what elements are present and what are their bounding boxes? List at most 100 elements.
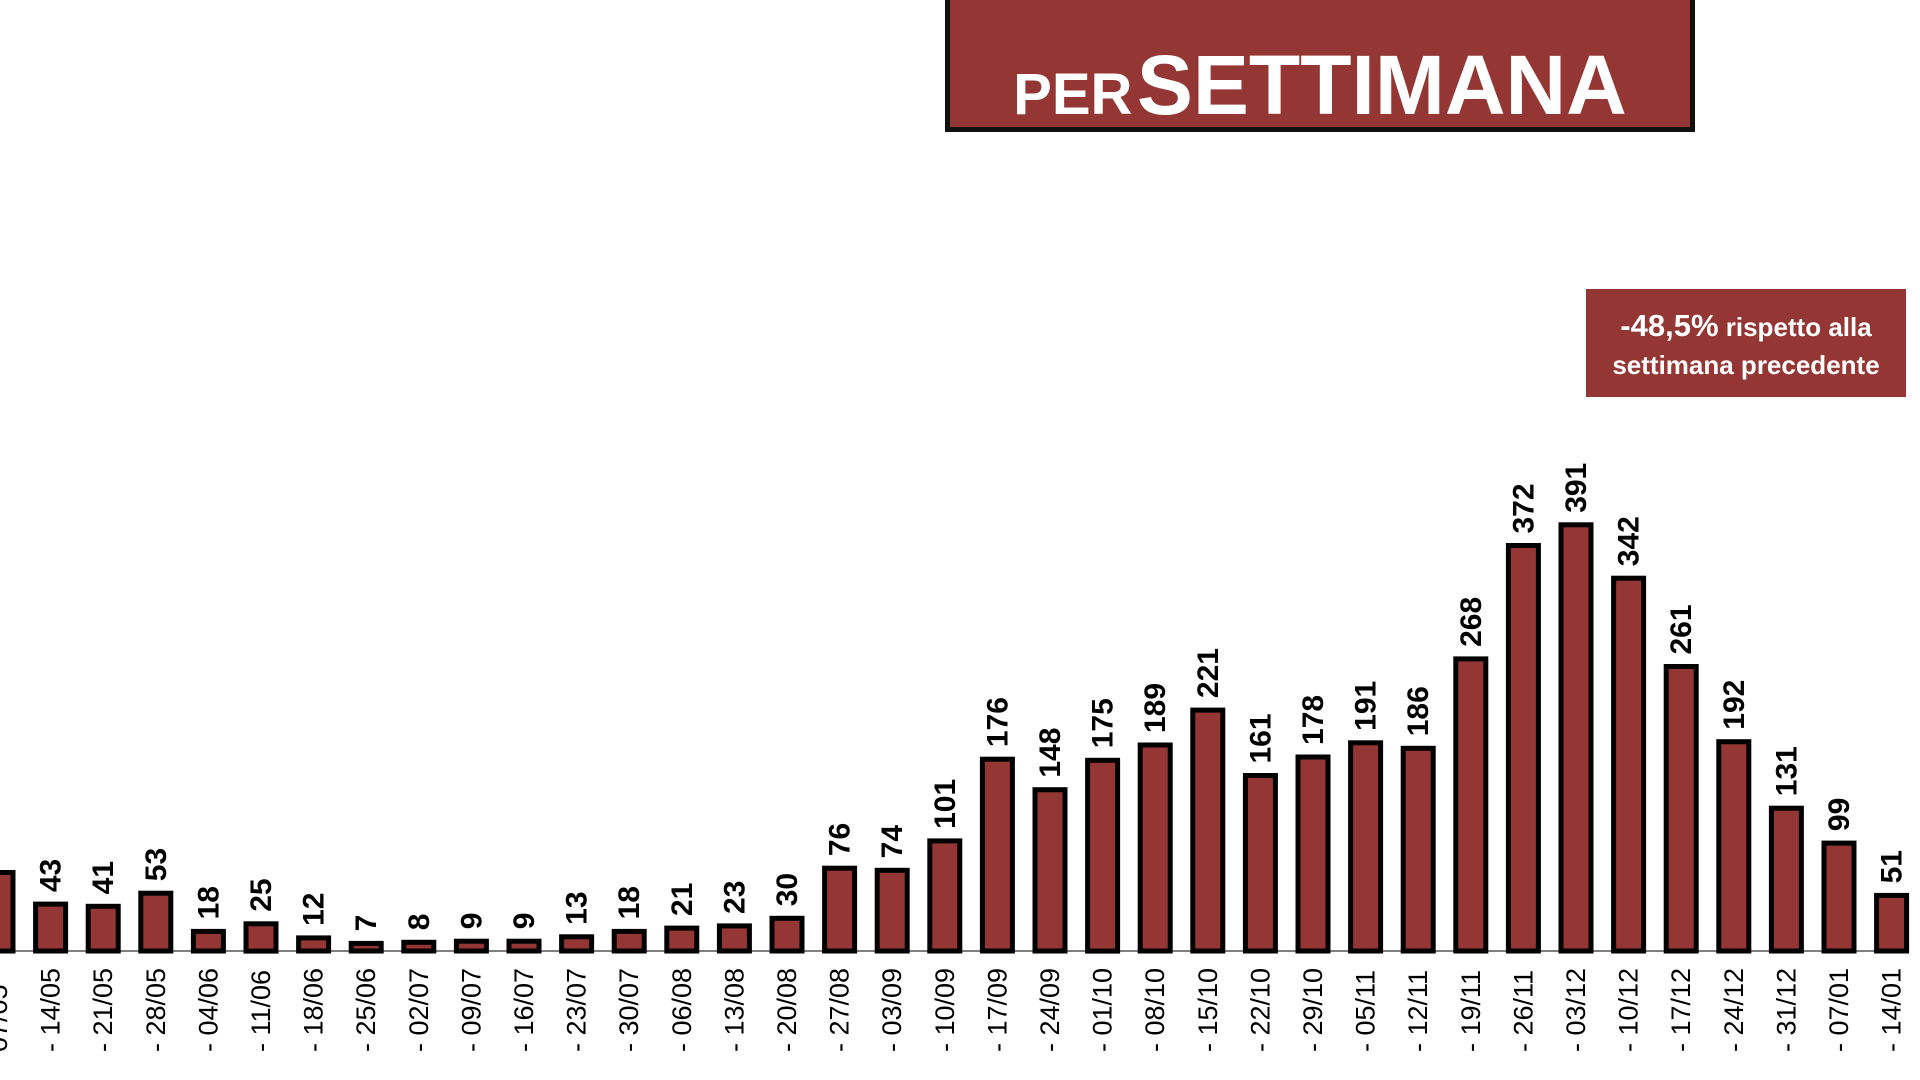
x-tick-label: 07/05 bbox=[0, 984, 13, 1052]
x-tick-label: - 30/07 bbox=[614, 968, 644, 1052]
bar bbox=[138, 890, 174, 954]
x-tick-label: - 10/12 bbox=[1614, 968, 1644, 1052]
bar bbox=[190, 928, 226, 954]
bar bbox=[1400, 745, 1436, 954]
bar bbox=[506, 938, 542, 954]
bar bbox=[1821, 840, 1857, 954]
x-tick-label: - 31/12 bbox=[1771, 968, 1801, 1052]
data-label: 53 bbox=[140, 848, 173, 881]
x-tick-label: - 24/12 bbox=[1719, 968, 1749, 1052]
data-label: 161 bbox=[1244, 713, 1277, 763]
x-tick-label: - 21/05 bbox=[88, 968, 118, 1052]
data-label: 76 bbox=[824, 823, 857, 856]
bar bbox=[979, 756, 1015, 954]
bar bbox=[1558, 522, 1594, 954]
x-tick-label: - 28/05 bbox=[141, 968, 171, 1052]
data-label: 148 bbox=[1034, 728, 1067, 778]
annotation-percent: -48,5% bbox=[1620, 308, 1719, 343]
bar bbox=[1663, 664, 1699, 954]
x-tick-label: - 09/07 bbox=[456, 968, 486, 1052]
data-label: 13 bbox=[561, 891, 594, 924]
bar bbox=[33, 901, 69, 954]
x-tick-label: - 17/12 bbox=[1666, 968, 1696, 1052]
x-tick-label: - 07/01 bbox=[1824, 968, 1854, 1052]
x-tick-label: - 16/07 bbox=[509, 968, 539, 1052]
bar bbox=[1242, 773, 1278, 954]
bar bbox=[1716, 739, 1752, 954]
data-label: 176 bbox=[981, 697, 1014, 747]
data-label: 175 bbox=[1087, 698, 1120, 748]
data-label: 342 bbox=[1613, 516, 1646, 566]
x-tick-label: - 26/11 bbox=[1508, 970, 1538, 1052]
data-label: 192 bbox=[1718, 680, 1751, 730]
data-label: 18 bbox=[192, 886, 225, 919]
bar bbox=[453, 938, 489, 954]
data-label: 186 bbox=[1402, 686, 1435, 736]
bar bbox=[611, 928, 647, 954]
x-tick-label: - 05/11 bbox=[1351, 970, 1381, 1052]
x-tick-label: - 13/08 bbox=[719, 968, 749, 1052]
bar bbox=[1505, 543, 1541, 954]
data-label: 74 bbox=[876, 825, 909, 859]
bar bbox=[559, 934, 595, 954]
x-tick-label: - 23/07 bbox=[562, 968, 592, 1052]
data-label: 131 bbox=[1770, 746, 1803, 796]
x-tick-label: - 27/08 bbox=[825, 968, 855, 1052]
x-tick-label: - 11/06 bbox=[246, 970, 276, 1052]
bar bbox=[85, 903, 121, 954]
x-tick-label: - 24/09 bbox=[1035, 968, 1065, 1052]
bar bbox=[1768, 805, 1804, 954]
bar bbox=[716, 923, 752, 954]
bar bbox=[874, 867, 910, 954]
annotation-box: -48,5% rispetto alla settimana precedent… bbox=[1586, 289, 1906, 397]
x-tick-label: - 19/11 bbox=[1456, 970, 1486, 1052]
annotation-line-2: settimana precedente bbox=[1612, 350, 1880, 380]
data-label: 178 bbox=[1297, 695, 1330, 745]
x-tick-label: - 02/07 bbox=[404, 968, 434, 1052]
x-tick-label: - 17/09 bbox=[982, 968, 1012, 1052]
bar bbox=[1348, 740, 1384, 954]
data-label: 51 bbox=[1876, 850, 1909, 883]
x-tick-label: - 14/01 bbox=[1877, 968, 1907, 1052]
bar bbox=[0, 870, 16, 954]
bar bbox=[1137, 742, 1173, 954]
data-label: 372 bbox=[1507, 483, 1540, 533]
bar bbox=[769, 915, 805, 954]
bar bbox=[1453, 656, 1489, 954]
x-tick-label: - 25/06 bbox=[351, 968, 381, 1052]
x-tick-label: - 03/09 bbox=[877, 968, 907, 1052]
x-tick-label: - 10/09 bbox=[930, 968, 960, 1052]
annotation-text-1: rispetto alla bbox=[1718, 312, 1872, 342]
data-label: 191 bbox=[1350, 681, 1383, 731]
bar bbox=[401, 939, 437, 954]
x-tick-label: - 18/06 bbox=[299, 968, 329, 1052]
data-label: 268 bbox=[1455, 597, 1488, 647]
x-tick-label: - 06/08 bbox=[667, 968, 697, 1052]
data-label: 23 bbox=[718, 881, 751, 914]
bar bbox=[296, 935, 332, 954]
bar bbox=[1190, 707, 1226, 954]
data-label: 8 bbox=[403, 914, 436, 931]
data-label: 391 bbox=[1560, 463, 1593, 513]
bar bbox=[1611, 575, 1647, 954]
data-label: 43 bbox=[35, 859, 68, 892]
chart-title-box: PER SETTIMANA bbox=[945, 0, 1695, 132]
bar bbox=[1295, 754, 1331, 954]
data-label: 25 bbox=[245, 878, 278, 911]
data-label: 9 bbox=[455, 913, 488, 930]
data-label: 30 bbox=[771, 873, 804, 906]
data-label: 7 bbox=[350, 915, 383, 932]
data-label: 99 bbox=[1823, 798, 1856, 831]
x-tick-label: - 22/10 bbox=[1245, 968, 1275, 1052]
data-label: 21 bbox=[666, 883, 699, 916]
bar bbox=[1032, 787, 1068, 954]
annotation-line-1: -48,5% rispetto alla bbox=[1586, 307, 1906, 346]
bar bbox=[1874, 892, 1910, 954]
bar bbox=[243, 921, 279, 954]
data-label: 41 bbox=[87, 861, 120, 894]
bar bbox=[348, 940, 384, 954]
data-label: 221 bbox=[1192, 648, 1225, 698]
data-label: 189 bbox=[1139, 683, 1172, 733]
